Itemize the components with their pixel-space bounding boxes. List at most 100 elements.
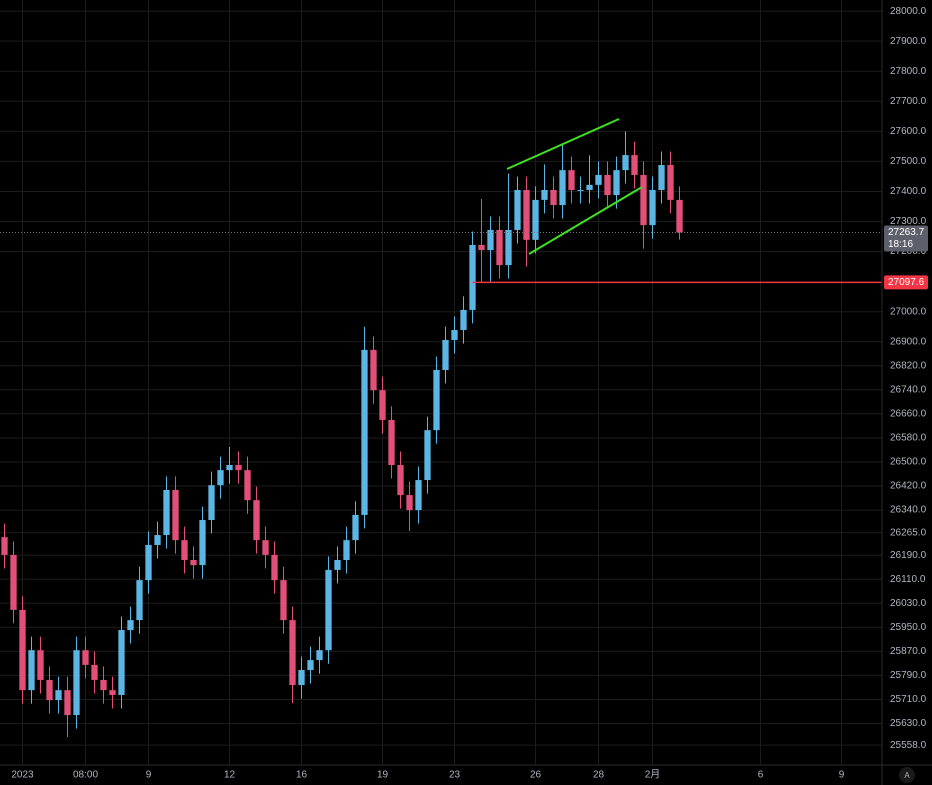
candle-body [649, 189, 656, 226]
candle-body [631, 155, 638, 175]
candle-body [415, 480, 422, 511]
candle-body [217, 470, 224, 486]
y-tick-label: 25790.0 [890, 670, 927, 681]
y-tick-label: 27500.0 [890, 156, 927, 167]
y-tick-label: 28000.0 [890, 6, 927, 17]
candle-body [163, 489, 170, 536]
y-tick-label: 26740.0 [890, 385, 927, 396]
candle-body [172, 489, 179, 541]
candle-body [226, 465, 233, 471]
candle-body [199, 520, 206, 566]
x-tick-label: 12 [224, 770, 236, 781]
y-tick-label: 25870.0 [890, 646, 927, 657]
x-tick-label: 9 [146, 770, 152, 781]
candle-body [325, 569, 332, 651]
x-tick-label: 2023 [11, 770, 34, 781]
candle-body [64, 690, 71, 716]
candle-body [541, 189, 548, 200]
candle-body [91, 664, 98, 680]
y-tick-label: 26660.0 [890, 409, 927, 420]
candle-body [1, 537, 8, 555]
y-tick-label: 26110.0 [890, 574, 926, 585]
x-tick-label: 23 [449, 770, 461, 781]
candle-body [298, 670, 305, 686]
candle-body [181, 540, 188, 560]
candle-body [406, 495, 413, 511]
y-tick-label: 27400.0 [890, 186, 927, 197]
x-tick-label: 16 [296, 770, 308, 781]
candle-body [307, 660, 314, 671]
y-tick-label: 26500.0 [890, 457, 927, 468]
x-tick-label: 19 [377, 770, 389, 781]
y-tick-label: 26420.0 [890, 481, 927, 492]
candle-body [73, 650, 80, 716]
y-tick-label: 26340.0 [890, 505, 927, 516]
y-tick-label: 26900.0 [890, 336, 927, 347]
x-tick-label: 08:00 [73, 770, 98, 781]
candle-body [37, 650, 44, 680]
candle-body [559, 170, 566, 206]
candle-body [676, 199, 683, 233]
candle-body [577, 189, 584, 191]
candle-body [550, 189, 557, 206]
candle-body [208, 485, 215, 521]
candle-body [370, 349, 377, 391]
candle-body [478, 244, 485, 251]
candle-body [28, 650, 35, 691]
y-tick-label: 27600.0 [890, 126, 927, 137]
candle-body [469, 244, 476, 310]
candle-body [604, 174, 611, 196]
candle-body [361, 349, 368, 515]
candle-body [397, 465, 404, 496]
y-tick-label: 27900.0 [890, 36, 927, 47]
x-tick-label: 2月 [645, 769, 661, 781]
candle-body [280, 580, 287, 621]
candle-body [451, 330, 458, 340]
candle-body [235, 465, 242, 471]
grid [0, 0, 882, 765]
candle-body [433, 370, 440, 431]
candle-body [532, 199, 539, 240]
candle-body [127, 620, 134, 631]
y-tick-label: 25950.0 [890, 622, 927, 633]
trend-line [506, 118, 620, 170]
candle-body [568, 170, 575, 190]
candle-body [352, 514, 359, 541]
candle-body [55, 690, 62, 701]
candle-body [586, 184, 593, 190]
candle-body [379, 390, 386, 420]
y-tick-label: 27800.0 [890, 66, 927, 77]
x-tick-label: 28 [593, 770, 605, 781]
y-tick-label: 26265.0 [890, 527, 927, 538]
candle-body [460, 309, 467, 331]
candle-body [667, 165, 674, 200]
candle-body [82, 650, 89, 665]
y-tick-label: 26820.0 [890, 360, 927, 371]
candle-body [145, 544, 152, 581]
y-tick-label: 25558.0 [890, 740, 927, 751]
candle-body [289, 620, 296, 686]
price-line-label: 27097.6 [888, 277, 925, 288]
candle-body [136, 580, 143, 621]
candle-body [487, 229, 494, 251]
candle-body [10, 554, 17, 610]
candle-body [388, 419, 395, 466]
auto-scale-label[interactable]: A [904, 771, 910, 780]
last-price-tag [884, 225, 928, 252]
candle-body [523, 189, 530, 240]
candle-body [505, 229, 512, 266]
candle-body [595, 174, 602, 185]
candle-body [424, 430, 431, 481]
countdown-label: 18:16 [888, 239, 913, 250]
last-price-label: 27263.7 [888, 227, 925, 238]
x-tick-label: 9 [839, 770, 845, 781]
candle-body [154, 535, 161, 545]
trend-line [528, 186, 643, 255]
auto-scale-button[interactable] [899, 767, 915, 783]
candle-body [253, 500, 260, 541]
y-tick-label: 25630.0 [890, 718, 927, 729]
candle-body [316, 650, 323, 661]
candle-body [190, 559, 197, 566]
